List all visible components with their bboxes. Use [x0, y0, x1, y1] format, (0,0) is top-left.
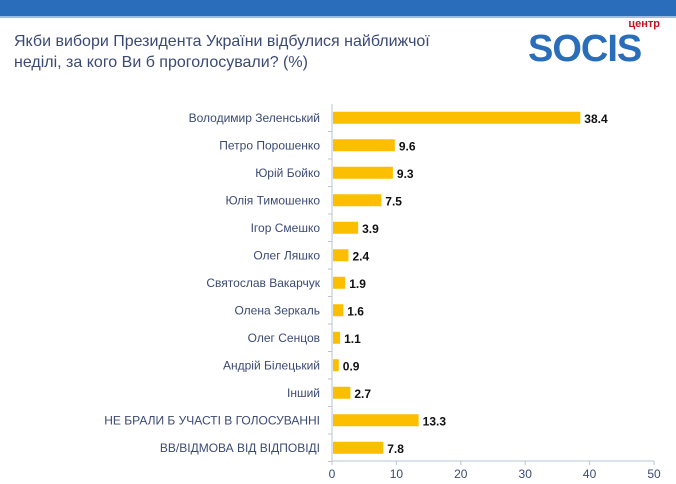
data-label: 1.9	[349, 277, 366, 291]
data-label: 38.4	[584, 112, 608, 126]
category-label: Петро Порошенко	[219, 138, 320, 152]
title-line-2: неділі, за кого Ви б проголосували? (%)	[14, 54, 308, 71]
category-label: Володимир Зеленський	[189, 111, 320, 125]
x-tick-label: 50	[647, 467, 661, 481]
bar	[333, 441, 384, 454]
x-tick-label: 20	[454, 467, 468, 481]
category-label: ВВ/ВІДМОВА ВІД ВІДПОВІДІ	[160, 441, 320, 455]
bar	[333, 194, 382, 207]
data-label: 2.4	[352, 249, 369, 263]
bar	[333, 111, 581, 124]
x-tick-label: 30	[519, 467, 533, 481]
x-tick-label: 10	[390, 467, 404, 481]
bar	[333, 359, 339, 372]
chart-title: Якби вибори Президента України відбулися…	[14, 31, 430, 73]
data-label: 9.3	[397, 167, 414, 181]
bar	[333, 331, 341, 344]
data-label: 7.8	[387, 442, 404, 456]
category-label: Інший	[287, 386, 320, 400]
logo-small-text: центр	[628, 18, 660, 30]
bar	[333, 221, 359, 234]
x-tick-label: 40	[583, 467, 597, 481]
category-label: Ігор Смешко	[251, 221, 321, 235]
data-label: 2.7	[354, 387, 371, 401]
data-label: 0.9	[343, 359, 360, 373]
category-label: Юрій Бойко	[255, 166, 320, 180]
data-label: 9.6	[399, 139, 416, 153]
bar	[333, 304, 344, 317]
data-label: 7.5	[385, 194, 402, 208]
category-label: НЕ БРАЛИ Б УЧАСТІ В ГОЛОСУВАННІ	[104, 413, 320, 427]
x-tick-label: 0	[329, 467, 336, 481]
category-label: Олег Ляшко	[253, 248, 320, 262]
category-label: Андрій Білецький	[223, 358, 320, 372]
bar	[333, 249, 349, 262]
socis-logo: центр SOCIS	[528, 18, 668, 70]
bar	[333, 414, 419, 427]
data-label: 13.3	[423, 414, 447, 428]
top-banner	[0, 0, 676, 18]
category-label: Олег Сенцов	[248, 331, 320, 345]
category-label: Олена Зеркаль	[234, 303, 320, 317]
data-label: 1.6	[347, 304, 364, 318]
title-line-1: Якби вибори Президента України відбулися…	[14, 33, 430, 50]
logo-word: SOCIS	[528, 28, 642, 70]
category-label: Юлія Тимошенко	[226, 193, 321, 207]
bar	[333, 276, 346, 289]
category-label: Святослав Вакарчук	[206, 276, 320, 290]
bar	[333, 139, 395, 152]
data-label: 1.1	[344, 332, 361, 346]
data-label: 3.9	[362, 222, 379, 236]
bar	[333, 386, 351, 399]
bar	[333, 166, 393, 179]
